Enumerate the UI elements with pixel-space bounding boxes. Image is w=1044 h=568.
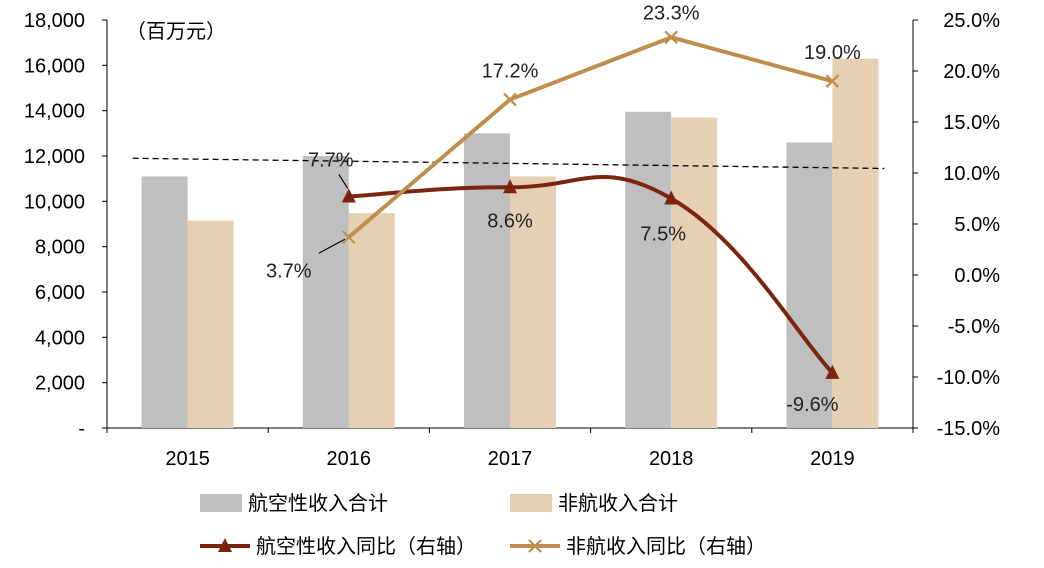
x-tick-label: 2016 <box>327 448 372 470</box>
legend-label: 非航收入同比（右轴） <box>566 534 766 558</box>
right-tick-label: 0.0% <box>954 265 1000 287</box>
marker-triangle <box>341 188 356 203</box>
data-label: -9.6% <box>786 394 838 416</box>
marker-x <box>503 92 517 107</box>
marker-triangle <box>503 179 517 194</box>
leader-line <box>338 174 349 189</box>
data-label: 17.2% <box>482 61 539 83</box>
right-tick-label: 25.0% <box>943 10 1000 32</box>
right-tick-label: -10.0% <box>937 367 1001 389</box>
right-tick-label: 20.0% <box>943 61 1000 83</box>
legend-marker-triangle <box>218 538 232 552</box>
marker-triangle <box>664 190 679 205</box>
line-nonaero-yoy <box>347 35 833 239</box>
left-tick-label: 16,000 <box>24 55 85 77</box>
x-tick-label: 2018 <box>649 448 694 470</box>
marker-x <box>664 30 678 45</box>
bar-nonaero <box>671 117 718 428</box>
data-label: 19.0% <box>804 42 861 64</box>
left-tick-label: 6,000 <box>35 282 85 304</box>
marker-x <box>342 230 356 245</box>
data-label: 7.7% <box>308 149 354 171</box>
left-tick-label: 12,000 <box>24 146 85 168</box>
bar-aero <box>786 142 833 428</box>
left-tick-label: 10,000 <box>24 191 85 213</box>
data-label: 23.3% <box>643 2 700 24</box>
data-labels: 7.7% 8.6% 7.5% -9.6% 3.7% 17.2% 23.3% 19.0% <box>266 2 861 416</box>
axes: - 2,000 4,000 6,000 8,000 10,000 12,000 14,000 1… <box>24 10 1000 470</box>
left-tick-label: 8,000 <box>35 237 85 259</box>
data-label: 8.6% <box>487 210 533 232</box>
line-aero-yoy <box>348 175 834 375</box>
right-tick-label: 5.0% <box>954 214 1000 236</box>
x-tick-label: 2017 <box>488 448 533 470</box>
marker-triangle <box>825 364 840 379</box>
bar-nonaero <box>832 58 879 429</box>
bar-aero <box>302 156 349 428</box>
right-tick-label: 15.0% <box>943 112 1000 134</box>
marker-x <box>825 74 840 88</box>
bar-aero <box>141 176 188 428</box>
legend-swatch <box>200 494 242 512</box>
right-tick-label: -5.0% <box>948 316 1000 338</box>
legend-label: 航空性收入同比（右轴） <box>256 534 476 558</box>
bar-nonaero <box>510 176 556 428</box>
left-tick-label: 18,000 <box>24 10 85 32</box>
legend-swatch <box>510 494 552 512</box>
left-tick-label: 4,000 <box>35 327 85 349</box>
left-tick-label: 2,000 <box>35 373 85 395</box>
bar-nonaero <box>187 220 234 428</box>
bars <box>141 58 879 429</box>
lines <box>341 30 840 379</box>
x-tick-label: 2019 <box>810 448 855 470</box>
right-tick-label: -15.0% <box>937 418 1001 440</box>
reference-line-group <box>132 157 885 170</box>
leader-line <box>318 238 346 254</box>
right-tick-label: 10.0% <box>943 163 1000 185</box>
left-tick-label: 14,000 <box>24 101 85 123</box>
bar-aero <box>625 111 672 429</box>
data-label: 3.7% <box>266 260 312 282</box>
reference-line <box>132 157 885 170</box>
legend-label: 航空性收入合计 <box>248 491 388 515</box>
unit-label: （百万元） <box>126 19 226 43</box>
bar-nonaero <box>348 213 395 428</box>
bar-aero <box>464 133 510 429</box>
legend-label: 非航收入合计 <box>558 491 678 515</box>
data-label: 7.5% <box>640 224 686 246</box>
legend-marker-x <box>528 539 542 553</box>
x-tick-label: 2015 <box>165 448 210 470</box>
left-tick-label: - <box>78 418 85 440</box>
